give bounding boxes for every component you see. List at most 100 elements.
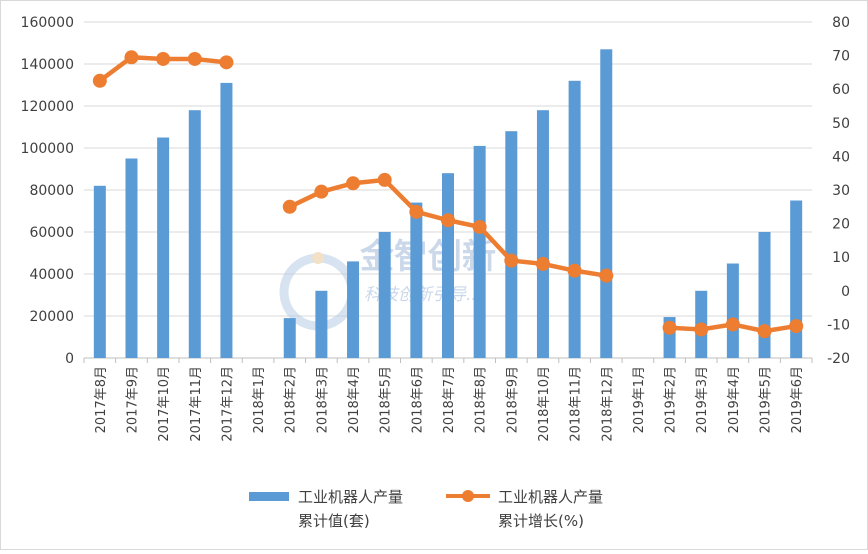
line-point: [472, 219, 487, 234]
x-tick-label: 2018年6月: [410, 366, 425, 433]
bar: [758, 232, 771, 358]
bar: [125, 158, 138, 358]
bar: [410, 202, 423, 358]
line-series: [92, 50, 804, 339]
line-point: [124, 50, 139, 65]
x-tick-label: 2018年12月: [600, 366, 615, 442]
line-point: [282, 199, 297, 214]
x-tick-label: 2019年1月: [632, 366, 647, 433]
y-axis-left: 0 20000 40000 60000 80000 100000 120000 140000 1…: [21, 15, 74, 367]
x-tick-label: 2018年11月: [569, 366, 584, 442]
x-tick-label: 2017年11月: [189, 366, 204, 442]
line-point: [504, 253, 519, 268]
y-left-tick-label: 0: [65, 351, 74, 367]
bar: [188, 110, 201, 358]
x-tick-label: 2018年4月: [347, 366, 362, 433]
bar: [473, 145, 486, 358]
legend-bar-label-line2: 累计值(套): [298, 512, 370, 530]
bar: [93, 185, 106, 358]
bar: [315, 290, 328, 358]
y-right-tick-label: -10: [827, 317, 850, 333]
x-tick-label: 2018年10月: [537, 366, 552, 442]
y-right-tick-label: 70: [832, 49, 850, 65]
y-right-tick-label: 60: [832, 82, 850, 98]
line-point: [156, 51, 171, 66]
bar: [347, 261, 360, 358]
line-point: [314, 184, 329, 199]
x-tick-label: 2018年1月: [252, 366, 267, 433]
legend-item-line[interactable]: 工业机器人产量 累计增长(%): [446, 488, 603, 530]
bar-series: [93, 49, 803, 359]
line-point: [409, 204, 424, 219]
y-left-tick-label: 160000: [21, 15, 74, 31]
line-point: [599, 268, 614, 283]
x-axis: 2017年8月 2017年9月 2017年10月 2017年11月 2017年12月 20…: [83, 358, 813, 442]
y-right-tick-label: 30: [832, 183, 850, 199]
x-tick-label: 2018年3月: [315, 366, 330, 433]
y-left-tick-label: 20000: [29, 309, 74, 325]
bar: [283, 318, 296, 358]
watermark-dot: [312, 252, 324, 264]
x-tick-label: 2019年3月: [695, 366, 710, 433]
legend-item-bar[interactable]: 工业机器人产量 累计值(套): [249, 488, 403, 530]
x-tick-label: 2019年2月: [664, 366, 679, 433]
bar: [157, 137, 170, 358]
x-tick-label: 2018年8月: [474, 366, 489, 433]
x-tick-label: 2018年2月: [284, 366, 299, 433]
y-right-tick-label: 50: [832, 116, 850, 132]
y-right-tick-label: 40: [832, 149, 850, 165]
line-point: [757, 324, 772, 339]
bar: [600, 49, 613, 359]
x-tick-label: 2019年4月: [727, 366, 742, 433]
bar: [442, 173, 454, 358]
x-tick-label: 2017年12月: [220, 366, 235, 442]
line-point: [441, 213, 455, 228]
legend: 工业机器人产量 累计值(套) 工业机器人产量 累计增长(%): [249, 488, 603, 530]
x-tick-label: 2018年5月: [379, 366, 394, 433]
y-right-tick-label: 20: [832, 217, 850, 233]
legend-bar-swatch: [249, 492, 289, 501]
x-tick-label: 2017年9月: [125, 366, 140, 433]
x-tick-label: 2017年8月: [94, 366, 109, 433]
y-right-tick-label: -20: [827, 351, 850, 367]
line-point: [789, 319, 804, 334]
y-right-tick-label: 0: [841, 284, 850, 300]
line-point: [567, 263, 582, 278]
y-left-tick-label: 120000: [21, 99, 74, 115]
legend-bar-label-line1: 工业机器人产量: [298, 488, 403, 506]
bar: [568, 80, 581, 359]
y-right-tick-label: 80: [832, 15, 850, 31]
y-left-tick-label: 60000: [29, 225, 74, 241]
legend-line-label-line1: 工业机器人产量: [498, 488, 603, 506]
line-point: [662, 320, 677, 335]
line-point: [535, 256, 550, 271]
y-left-tick-label: 40000: [29, 267, 74, 283]
bar: [220, 82, 233, 359]
x-tick-label: 2019年6月: [790, 366, 805, 433]
line-point: [725, 317, 740, 332]
bar: [378, 232, 391, 358]
line-point: [219, 55, 234, 70]
bar: [726, 263, 739, 358]
line-point: [694, 322, 709, 337]
bar: [536, 110, 549, 358]
legend-line-marker: [462, 490, 474, 502]
legend-line-label-line2: 累计增长(%): [498, 512, 584, 530]
line-point: [92, 73, 107, 88]
x-tick-label: 2017年10月: [157, 366, 172, 442]
y-right-tick-label: 10: [832, 250, 850, 266]
x-tick-label: 2019年5月: [759, 366, 774, 433]
x-tick-label: 2018年9月: [505, 366, 520, 433]
line-point: [346, 176, 361, 191]
bar: [505, 131, 518, 358]
y-left-tick-label: 100000: [21, 141, 74, 157]
y-left-tick-label: 140000: [21, 57, 74, 73]
y-left-tick-label: 80000: [29, 183, 74, 199]
line-point: [187, 51, 202, 66]
bar: [790, 200, 803, 358]
gridlines: [84, 21, 812, 359]
line-point: [377, 172, 392, 187]
